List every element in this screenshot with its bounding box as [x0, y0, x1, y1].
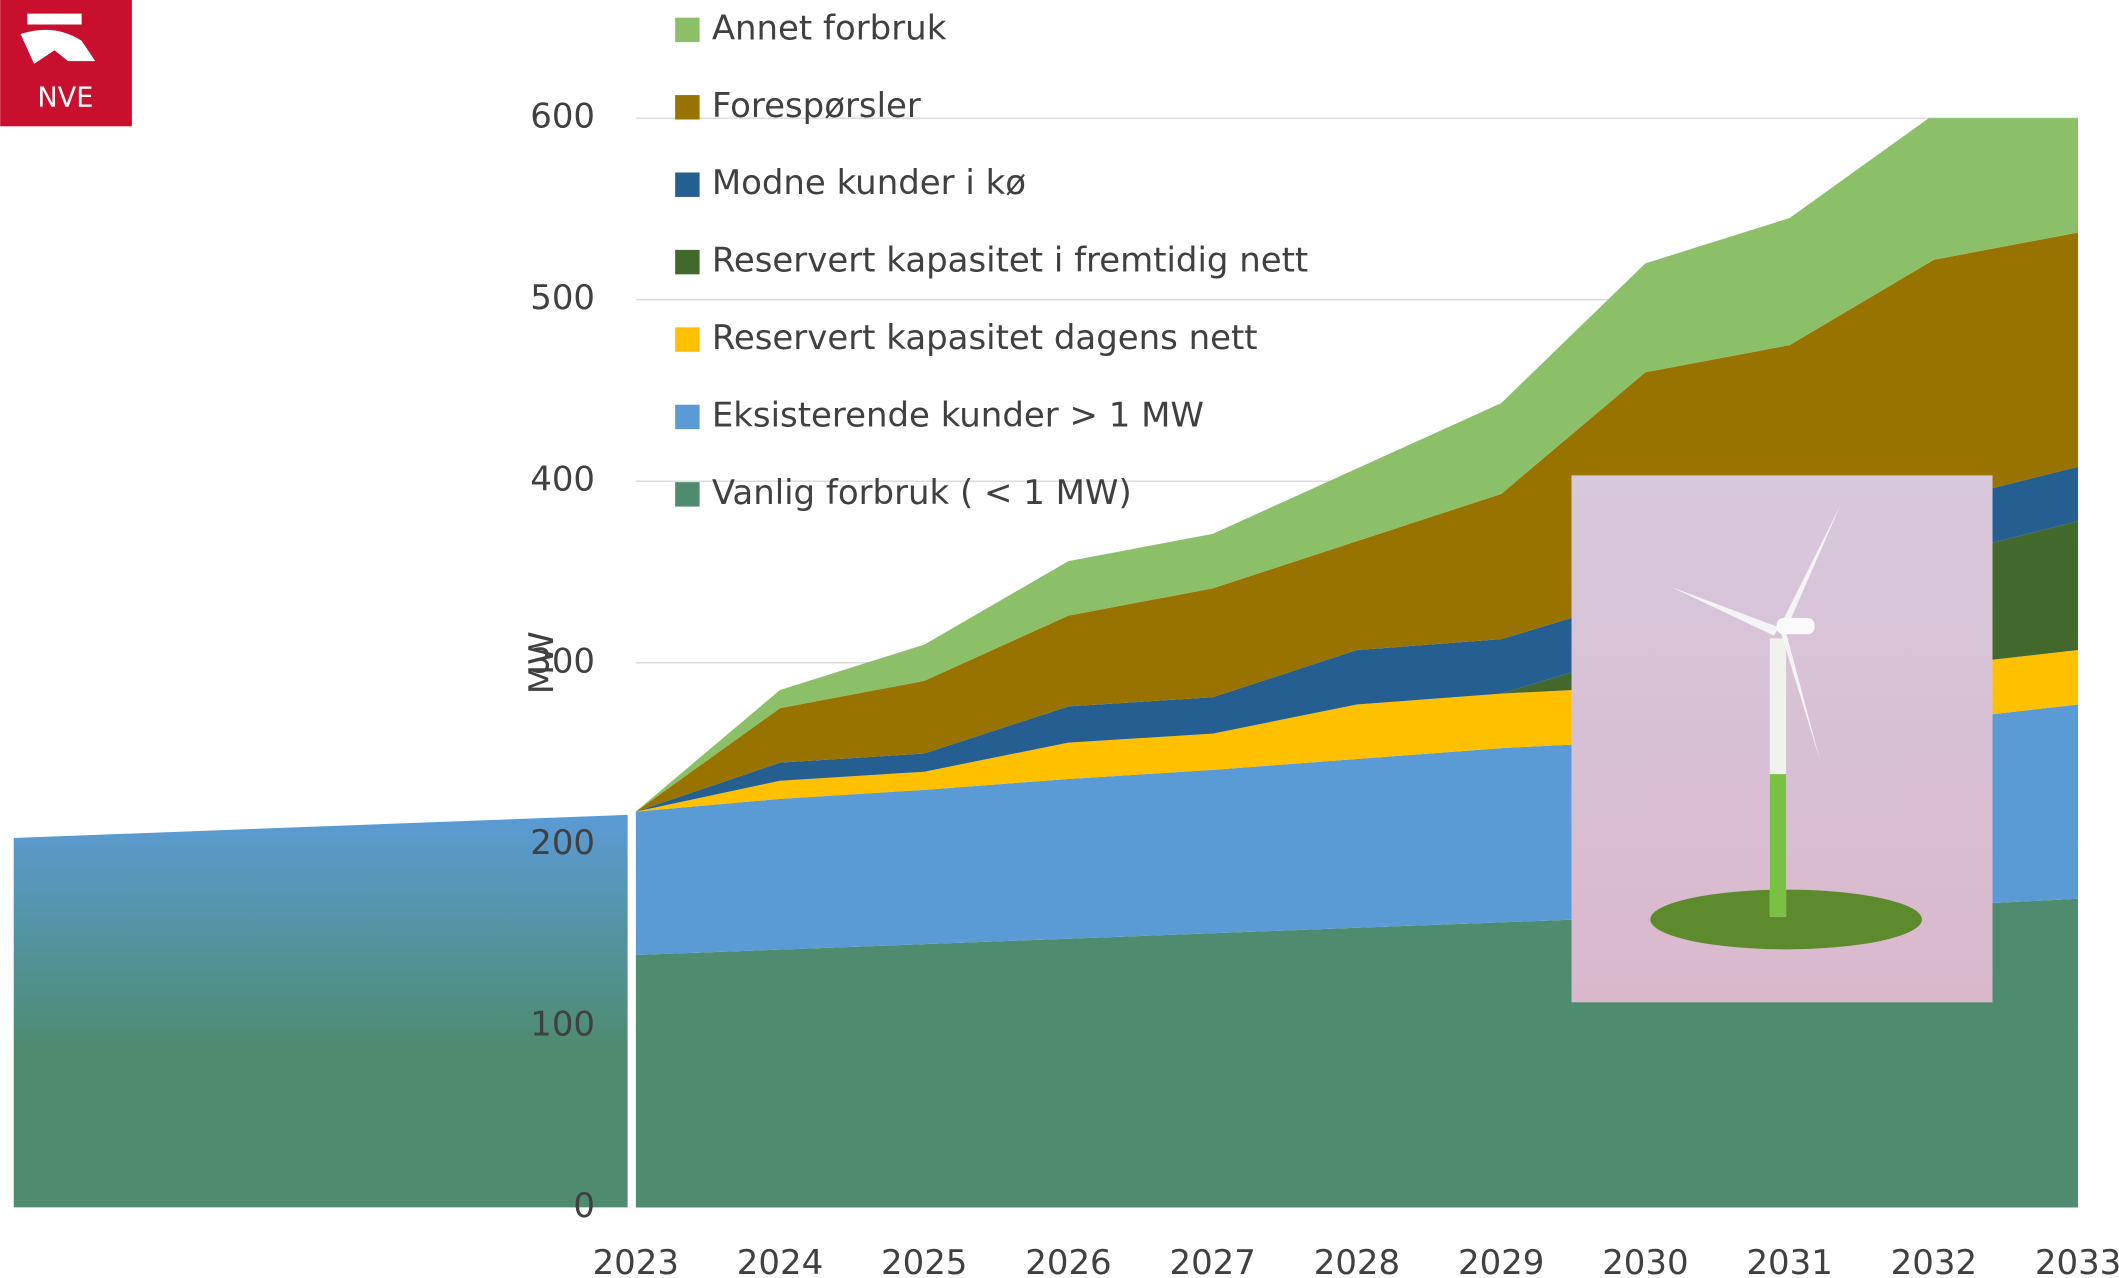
y-tick-label: 200 — [530, 823, 595, 863]
y-tick-label: 0 — [573, 1186, 595, 1226]
legend-swatch — [675, 17, 700, 43]
legend-label: Modne kunder i kø — [712, 163, 1026, 203]
decor-panel — [13, 814, 628, 1208]
legend-swatch — [675, 482, 700, 507]
logo-emblem — [20, 13, 96, 64]
x-tick-label: 2024 — [737, 1243, 823, 1278]
x-tick-label: 2023 — [593, 1243, 679, 1278]
legend-label: Reservert kapasitet dagens nett — [712, 318, 1258, 358]
logo-text: NVE — [37, 83, 93, 114]
legend-label: Annet forbruk — [712, 8, 947, 48]
legend-swatch — [675, 172, 700, 197]
legend-label: Forespørsler — [712, 86, 921, 126]
x-tick-label: 2031 — [1746, 1243, 1832, 1278]
legend-label: Eksisterende kunder > 1 MW — [712, 395, 1204, 435]
tower-green — [1769, 774, 1787, 917]
y-tick-label: 300 — [530, 641, 595, 681]
nacelle — [1776, 617, 1815, 635]
legend-swatch — [675, 327, 700, 352]
x-tick-label: 2032 — [1891, 1243, 1977, 1278]
legend-label: Vanlig forbruk ( < 1 MW) — [712, 473, 1132, 513]
area — [635, 466, 2079, 812]
area — [635, 232, 2079, 812]
grass — [1650, 889, 1922, 950]
x-tick-label: 2030 — [1602, 1243, 1688, 1278]
windmill-photo — [1571, 475, 1993, 1003]
legend-swatch — [675, 95, 700, 120]
y-tick-label: 100 — [530, 1004, 595, 1044]
legend-swatch — [675, 404, 700, 430]
x-tick-label: 2033 — [2035, 1243, 2119, 1278]
x-tick-label: 2025 — [881, 1243, 967, 1278]
y-tick-label: 400 — [530, 460, 595, 500]
legend-swatch — [675, 249, 700, 275]
x-tick-label: 2029 — [1458, 1243, 1544, 1278]
x-tick-label: 2026 — [1025, 1243, 1111, 1278]
x-tick-label: 2027 — [1170, 1243, 1256, 1278]
area — [635, 118, 2079, 812]
y-tick-label: 600 — [530, 97, 595, 137]
legend-label: Reservert kapasitet i fremtidig nett — [712, 241, 1308, 281]
x-tick-label: 2028 — [1314, 1243, 1400, 1278]
y-axis-label: MW — [522, 631, 562, 694]
y-tick-label: 500 — [530, 278, 595, 318]
